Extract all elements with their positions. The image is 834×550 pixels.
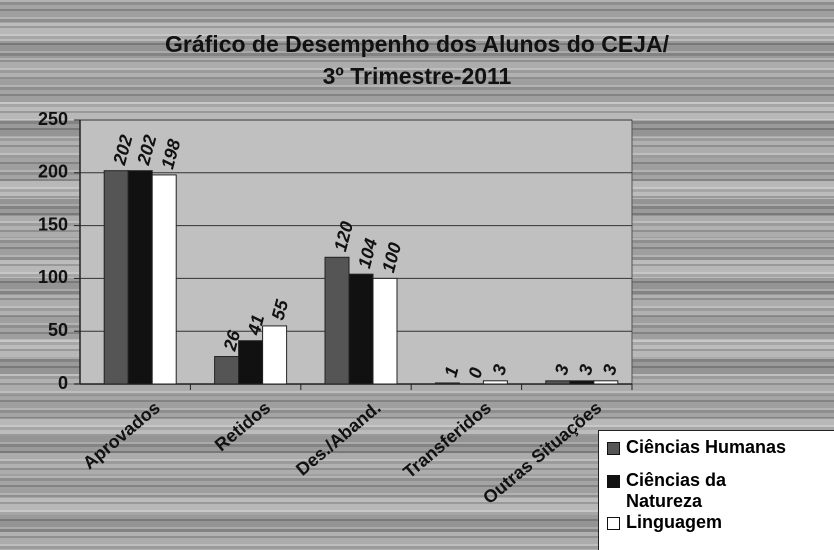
data-label: 0 bbox=[465, 365, 487, 380]
bar bbox=[103, 170, 129, 385]
x-tick-label: Retidos bbox=[211, 397, 274, 455]
bar bbox=[434, 382, 460, 385]
data-label: 3 bbox=[551, 362, 573, 377]
y-tick-label: 100 bbox=[38, 267, 68, 287]
legend-item: Ciências da Natureza bbox=[607, 470, 834, 512]
data-label: 3 bbox=[599, 362, 621, 377]
legend-label: Linguagem bbox=[626, 512, 723, 532]
data-label: 3 bbox=[489, 362, 511, 377]
y-tick-label: 50 bbox=[48, 320, 68, 340]
bar bbox=[545, 380, 571, 385]
y-tick-label: 0 bbox=[58, 373, 68, 393]
legend-swatch bbox=[607, 475, 620, 488]
bar bbox=[593, 380, 619, 385]
chart-title: 3º Trimestre-2011 bbox=[323, 63, 512, 89]
y-tick-label: 150 bbox=[38, 214, 68, 234]
x-tick-label: Transferidos bbox=[399, 397, 495, 482]
legend-item: Ciências Humanas bbox=[607, 437, 834, 458]
bar bbox=[569, 380, 595, 385]
x-tick-label: Outras Situações bbox=[479, 397, 605, 507]
bar bbox=[372, 277, 398, 385]
legend-label: Ciências Humanas bbox=[626, 437, 787, 457]
bar bbox=[127, 170, 153, 385]
bar bbox=[324, 256, 350, 385]
bar bbox=[238, 340, 264, 385]
bar bbox=[348, 273, 374, 385]
bar bbox=[262, 325, 288, 385]
data-label: 3 bbox=[575, 362, 597, 377]
legend-label: Ciências da Natureza bbox=[626, 470, 727, 511]
chart-title: Gráfico de Desempenho dos Alunos do CEJA… bbox=[165, 31, 670, 57]
legend-item: Linguagem bbox=[607, 512, 834, 533]
bar bbox=[482, 380, 508, 385]
bar bbox=[151, 174, 177, 385]
bar bbox=[214, 356, 240, 385]
y-tick-label: 250 bbox=[38, 109, 68, 129]
x-tick-label: Des./Aband. bbox=[292, 397, 385, 479]
x-tick-label: Aprovados bbox=[79, 397, 164, 473]
legend-swatch bbox=[607, 517, 620, 530]
legend-swatch bbox=[607, 442, 620, 455]
data-label: 1 bbox=[441, 364, 463, 379]
legend: Ciências Humanas Ciências da Natureza Ling… bbox=[598, 430, 834, 550]
y-tick-label: 200 bbox=[38, 162, 68, 182]
